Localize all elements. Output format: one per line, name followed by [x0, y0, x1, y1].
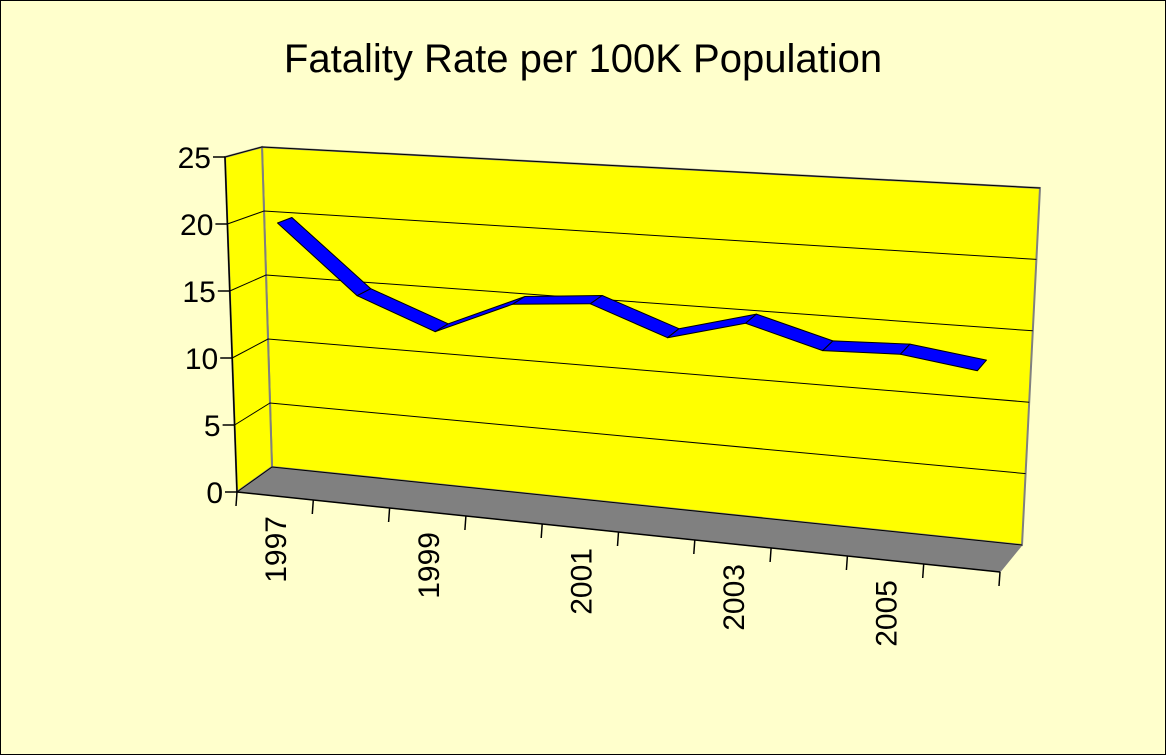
x-tick-label: 2003 [718, 564, 751, 631]
x-tick-mark [616, 531, 620, 547]
x-tick-mark [540, 523, 543, 539]
x-tick-label: 1997 [260, 516, 293, 583]
y-tick-label: 15 [182, 276, 215, 309]
x-tick-mark [693, 539, 696, 555]
x-tick-mark [311, 499, 315, 515]
plot-area: 0 5 10 15 20 25 1997 1999 2001 2003 2005 [178, 142, 1042, 647]
grid-line [234, 402, 1026, 475]
y-axis [224, 156, 238, 493]
grid-line [224, 146, 1041, 189]
line-ribbon [512, 295, 603, 305]
line-ribbon [899, 343, 987, 372]
x-tick-mark [998, 571, 1001, 587]
x-tick-mark [235, 491, 238, 507]
y-tick-label: 10 [185, 343, 218, 376]
grid-line [227, 210, 1037, 260]
y-tick-label: 20 [180, 209, 213, 242]
x-tick-label: 1999 [413, 532, 446, 599]
grid-line [231, 338, 1030, 403]
y-tick-label: 5 [204, 410, 221, 443]
x-tick-mark [387, 507, 391, 523]
chart-title: Fatality Rate per 100K Population [284, 37, 882, 81]
x-tick-mark [769, 547, 772, 563]
grid-line [236, 466, 1023, 546]
x-tick-label: 2005 [871, 580, 904, 647]
grid-line [229, 274, 1033, 332]
x-tick-mark [921, 563, 925, 579]
y-tick-label: 25 [178, 142, 211, 175]
y-tick-label: 0 [206, 477, 223, 510]
x-tick-mark [464, 515, 467, 531]
x-tick-label: 2001 [565, 548, 598, 615]
x-tick-mark [845, 555, 849, 571]
